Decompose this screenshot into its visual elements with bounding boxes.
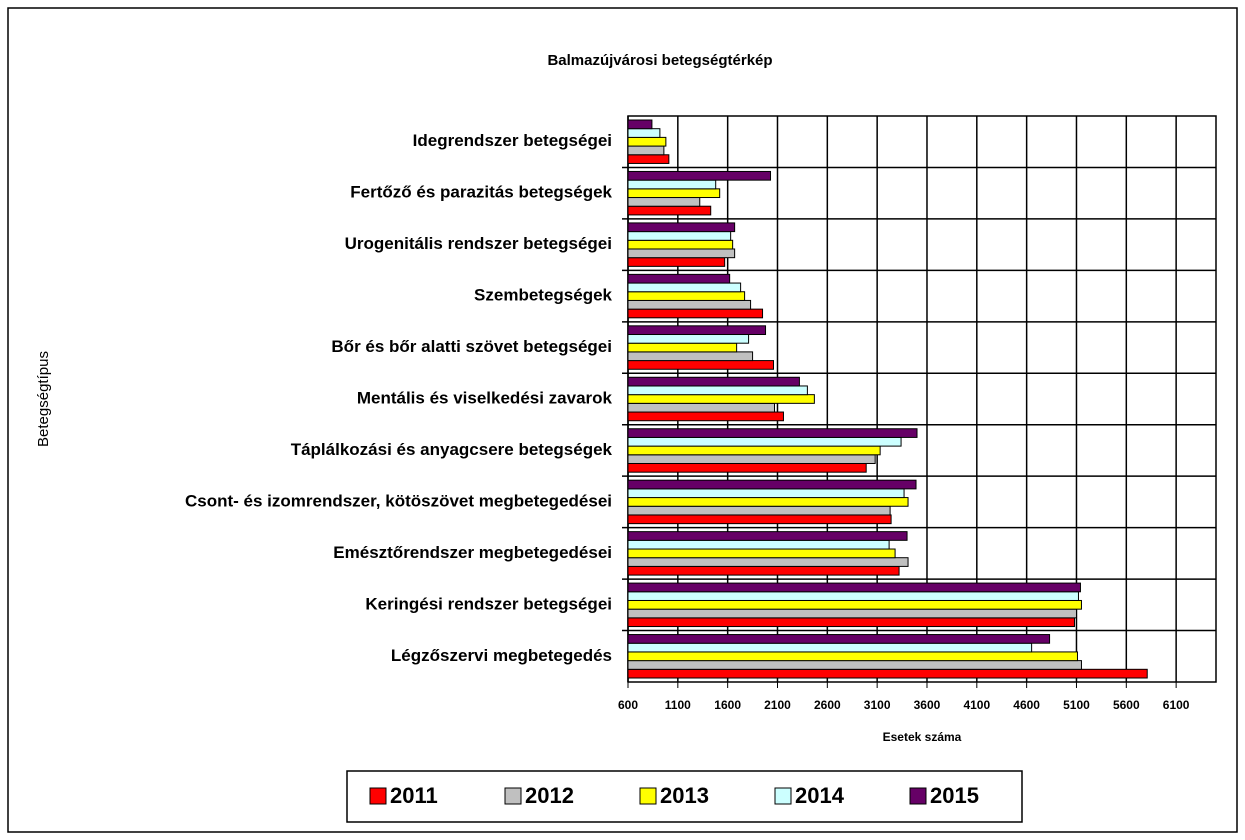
bar [627,119,653,130]
bar [627,308,764,319]
bar [627,411,784,422]
x-tick-label: 4600 [1013,698,1040,712]
y-tick-label: Urogenitális rendszer betegségei [345,234,612,253]
y-tick-label: Bőr és bőr alatti szövet betegségei [331,337,612,356]
x-tick-label: 6100 [1163,698,1190,712]
bar [627,608,1077,619]
chart-title: Balmazújvárosi betegségtérkép [547,52,772,69]
legend-swatch [909,787,927,805]
x-tick-label: 4100 [963,698,990,712]
legend-label: 2015 [930,783,979,808]
x-axis-label: Esetek száma [883,730,962,744]
bar [627,651,1078,662]
x-tick-label: 2100 [764,698,791,712]
legend-label: 2013 [660,783,709,808]
y-tick-label: Csont- és izomrendszer, kötöszövet megbe… [185,491,612,510]
bar [627,514,892,525]
bar [627,136,667,147]
bar [627,205,712,216]
legend-swatch [639,787,657,805]
bar [627,565,900,576]
y-tick-label: Légzőszervi megbetegedés [391,646,612,665]
bar [627,462,867,473]
bar [627,660,1082,670]
bar [627,299,752,310]
bar [627,282,742,293]
bar [627,582,1081,593]
bar [627,179,717,190]
bar [627,154,670,164]
legend-label: 2012 [525,783,574,808]
bar [627,668,1148,679]
bar [627,505,891,516]
bar [627,351,754,362]
bar [627,634,1051,644]
bar [627,273,731,284]
bar [627,548,896,559]
bar [627,325,767,336]
bar [627,531,908,541]
bar [627,497,909,507]
x-tick-label: 3600 [914,698,941,712]
bar [627,454,876,464]
bar [627,197,701,207]
bar [627,479,917,490]
bar [627,291,746,301]
bar [627,257,726,267]
bar [627,445,881,456]
bar [627,617,1075,628]
bar [627,642,1033,653]
y-tick-label: Fertőző és parazitás betegségek [350,183,612,202]
y-tick-label: Idegrendszer betegségei [413,131,612,150]
x-tick-label: 2600 [814,698,841,712]
y-tick-label: Emésztőrendszer megbetegedései [333,543,612,562]
y-tick-label: Táplálkozási és anyagcsere betegségek [291,440,613,459]
bar [627,599,1082,610]
x-tick-label: 5600 [1113,698,1140,712]
bar [627,557,909,567]
bar [627,360,775,370]
legend-swatch [504,787,522,805]
legend-swatch [369,787,387,805]
bar [627,231,732,241]
x-tick-label: 3100 [864,698,891,712]
legend-label: 2014 [795,783,845,808]
y-tick-label: Keringési rendszer betegségei [365,594,612,613]
y-axis-label: Betegségtípus [35,351,52,447]
bar [627,376,800,387]
bar [627,488,905,499]
bar [627,342,738,353]
bar [627,239,734,250]
bar [627,222,736,233]
x-tick-label: 600 [618,698,638,712]
x-tick-label: 1600 [714,698,741,712]
bar [627,128,661,138]
bar [627,248,736,259]
bar [627,145,665,156]
bar [627,402,776,413]
x-tick-label: 5100 [1063,698,1090,712]
bar [627,170,772,181]
x-tick-label: 1100 [665,698,691,712]
y-tick-label: Szembetegségek [474,286,612,305]
bar [627,436,902,447]
y-tick-label: Mentális és viselkedési zavarok [357,388,613,407]
bar [627,394,815,404]
bar [627,539,890,550]
bar [627,188,721,199]
bar [627,334,750,344]
bar [627,591,1079,601]
bar [627,385,808,396]
legend-swatch [774,787,792,805]
legend-label: 2011 [390,783,438,808]
bar [627,428,918,438]
